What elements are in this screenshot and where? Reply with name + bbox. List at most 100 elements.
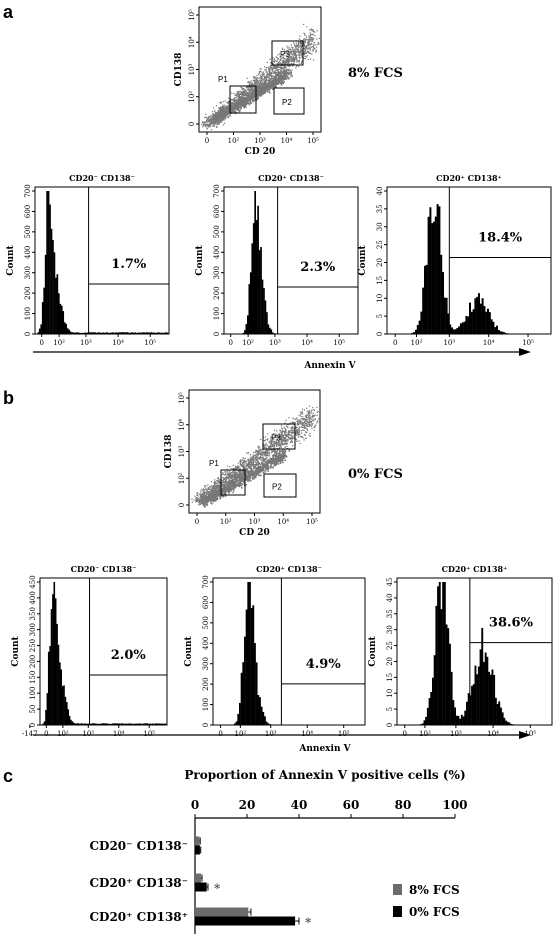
dot: [290, 51, 292, 53]
dot: [259, 70, 261, 73]
dot: [299, 55, 301, 57]
dot: [197, 497, 200, 499]
dot: [246, 77, 248, 79]
dot: [298, 65, 300, 68]
dot: [300, 53, 302, 55]
dot: [235, 478, 237, 480]
dot: [312, 39, 314, 41]
dot: [245, 463, 247, 465]
dot: [269, 72, 271, 74]
dot: [286, 45, 288, 47]
dot: [284, 459, 286, 461]
dot: [201, 493, 203, 495]
dot: [242, 468, 244, 470]
dot: [205, 485, 207, 487]
dot: [242, 94, 245, 96]
histogram-title: CD20⁺ CD138⁺: [436, 173, 502, 183]
dot: [260, 82, 262, 84]
dot: [249, 461, 251, 463]
dot: [293, 431, 295, 434]
dot: [272, 77, 274, 79]
dot: [297, 430, 299, 432]
dot: [298, 47, 300, 49]
dot: [275, 69, 277, 71]
dot: [283, 73, 285, 75]
dot: [217, 478, 219, 480]
histogram-bar: [472, 309, 475, 334]
dot: [251, 89, 254, 91]
histogram-bar: [59, 303, 62, 334]
dot: [261, 86, 263, 89]
dot: [265, 436, 267, 438]
dot: [273, 58, 276, 60]
dot: [295, 57, 297, 59]
dot: [295, 67, 297, 69]
dot: [204, 121, 206, 124]
histogram-bar: [501, 331, 504, 334]
dot: [211, 492, 213, 494]
dot: [230, 103, 233, 105]
dot: [300, 43, 302, 45]
dot: [226, 106, 229, 108]
dot: [272, 443, 274, 445]
dot: [267, 85, 269, 87]
y-tick-label: 10²: [188, 91, 196, 103]
dot: [252, 85, 254, 88]
histogram-bar: [109, 332, 111, 334]
dot: [315, 51, 317, 53]
dot: [250, 463, 252, 465]
dot: [279, 66, 281, 69]
histogram-bar: [55, 277, 57, 334]
dot: [207, 487, 210, 489]
dot: [279, 449, 281, 452]
dot: [293, 51, 295, 53]
dot: [259, 68, 261, 70]
dot: [247, 94, 249, 97]
dot: [212, 121, 215, 123]
dot: [236, 472, 238, 474]
dot: [311, 424, 313, 426]
dot: [289, 431, 291, 433]
dot: [231, 106, 234, 108]
dot: [265, 446, 267, 448]
dot: [286, 58, 288, 60]
dot: [239, 98, 241, 100]
histogram-bar: [128, 332, 131, 334]
dot: [246, 93, 248, 95]
dot: [297, 49, 299, 51]
dot: [298, 433, 300, 435]
dot: [310, 33, 312, 35]
dot: [210, 114, 212, 116]
dot: [265, 453, 267, 455]
dot: [248, 96, 251, 98]
dot: [291, 440, 293, 443]
dot: [309, 47, 311, 49]
histogram-bar: [66, 328, 69, 334]
dot: [271, 435, 274, 437]
dot: [276, 67, 278, 69]
dot: [308, 52, 310, 54]
dot: [286, 52, 288, 54]
histogram-title: CD20⁻ CD138⁻: [69, 173, 135, 183]
dot: [217, 480, 219, 482]
dot: [311, 53, 313, 55]
dot: [285, 432, 287, 434]
dot: [306, 26, 308, 28]
dot: [301, 60, 303, 62]
dot: [272, 456, 274, 459]
dot: [313, 42, 315, 44]
dot: [268, 81, 270, 83]
histogram-bar: [37, 332, 40, 334]
dot: [260, 81, 262, 83]
dot: [280, 431, 282, 433]
dot: [312, 414, 314, 416]
dot: [299, 434, 301, 436]
dot: [269, 74, 271, 76]
dot: [203, 123, 205, 125]
dot: [263, 440, 265, 442]
dot: [272, 72, 274, 74]
histogram-bar: [56, 274, 59, 334]
histogram-bar: [122, 332, 125, 334]
dot: [213, 482, 216, 484]
dot: [289, 55, 291, 57]
